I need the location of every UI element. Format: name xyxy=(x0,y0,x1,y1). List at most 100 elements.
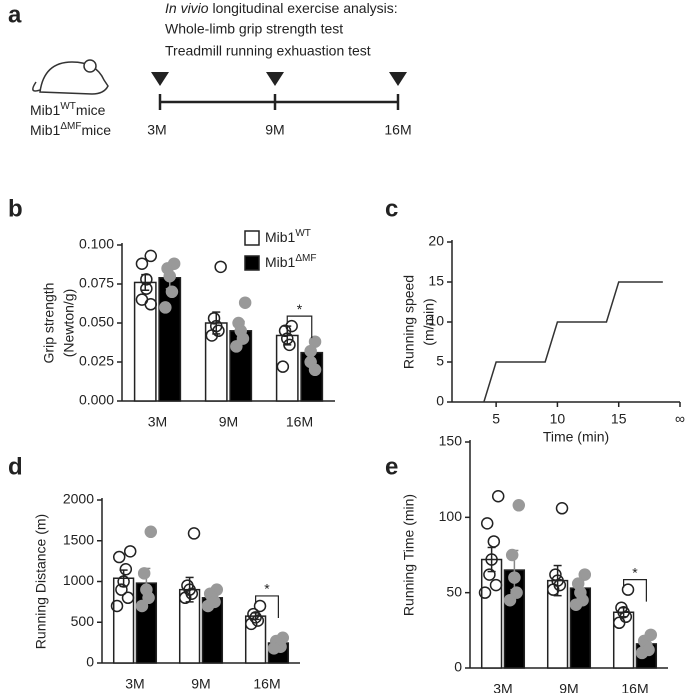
y-tick-label: 0 xyxy=(436,393,444,409)
group-base: Mib1 xyxy=(30,102,61,118)
group-label: Mib1ΔMFmice xyxy=(30,121,111,138)
data-point xyxy=(135,599,149,613)
data-point xyxy=(121,591,135,605)
y-tick-label: 20 xyxy=(428,233,444,249)
data-point xyxy=(165,285,179,299)
y-tick-label: 0 xyxy=(454,659,462,675)
data-point xyxy=(214,260,227,274)
panel-label: b xyxy=(8,195,23,222)
data-point xyxy=(505,548,519,562)
bar xyxy=(133,281,157,402)
data-point xyxy=(503,593,517,607)
y-tick-label: 5 xyxy=(436,353,444,369)
timepoint: 9M xyxy=(265,122,284,138)
timepoint: 3M xyxy=(147,122,166,138)
data-point xyxy=(115,583,128,596)
data-point xyxy=(185,587,199,600)
data-point xyxy=(278,324,292,338)
legend-label: Mib1ΔMF xyxy=(265,253,316,270)
data-point xyxy=(569,598,583,611)
legend-name: Mib1 xyxy=(265,229,296,245)
y-tick-label: 0.100 xyxy=(79,236,114,252)
data-point xyxy=(137,567,151,580)
significance-bracket xyxy=(286,315,313,339)
mouse-icon xyxy=(32,59,109,95)
data-point xyxy=(283,338,296,352)
legend-swatch xyxy=(244,255,260,271)
panel-label: e xyxy=(385,453,398,480)
y-tick-label: 0.000 xyxy=(79,392,114,408)
timeline xyxy=(158,94,400,110)
y-axis-label: Grip strength xyxy=(41,283,57,364)
data-point xyxy=(230,340,243,353)
data-point xyxy=(163,269,176,283)
data-point xyxy=(238,296,252,309)
data-point xyxy=(549,568,562,581)
legend-label: Mib1WT xyxy=(265,228,311,245)
data-point xyxy=(276,360,290,373)
data-point xyxy=(483,568,496,581)
data-point xyxy=(251,614,265,627)
x-tick-label: 9M xyxy=(219,414,238,430)
protocol-title: In vivio longitudinal exercise analysis: xyxy=(165,0,398,16)
data-point xyxy=(144,249,158,263)
x-tick-label: 16M xyxy=(286,414,313,430)
data-point xyxy=(123,545,137,558)
title-italic: In vivio xyxy=(165,0,209,16)
y-axis-label: Running speed xyxy=(401,275,417,369)
y-tick-label: 0.025 xyxy=(79,353,114,369)
data-point xyxy=(178,591,192,605)
y-tick-label: 0.075 xyxy=(79,275,114,291)
y-axis-label: (Newton/g) xyxy=(61,289,77,357)
data-point xyxy=(546,583,560,596)
data-point xyxy=(487,535,501,548)
y-axis-label: Running Time (min) xyxy=(401,494,417,616)
group-sup: WT xyxy=(60,101,76,112)
data-point xyxy=(512,499,526,512)
data-point xyxy=(621,583,635,596)
bar xyxy=(204,322,228,402)
x-tick-label: 16M xyxy=(253,676,280,692)
y-tick-label: 2000 xyxy=(63,491,94,507)
panel-label: c xyxy=(385,195,398,222)
group-sup: ΔMF xyxy=(60,121,81,132)
significance-star: * xyxy=(297,301,303,317)
data-point xyxy=(578,568,592,581)
y-tick-label: 500 xyxy=(71,613,95,629)
data-point xyxy=(612,616,626,630)
group-suffix: mice xyxy=(76,102,106,118)
speed-line xyxy=(483,281,663,403)
significance-bracket xyxy=(623,579,647,602)
test-name: Whole-limb grip strength test xyxy=(165,21,343,37)
group-label: Mib1WTmice xyxy=(30,101,106,118)
x-tick-label: 3M xyxy=(125,676,144,692)
data-point xyxy=(142,591,155,605)
data-point xyxy=(555,502,569,515)
data-point xyxy=(205,329,219,342)
data-point xyxy=(244,617,258,631)
data-point xyxy=(489,578,503,592)
y-tick-label: 10 xyxy=(428,313,444,329)
y-tick-label: 0 xyxy=(86,654,94,670)
data-point xyxy=(159,301,172,314)
group-base: Mib1 xyxy=(30,122,61,138)
y-axis-label: Running Distance (m) xyxy=(33,514,49,649)
data-point xyxy=(110,599,124,613)
test-name: Treadmill running exhuastion test xyxy=(165,43,371,59)
y-tick-label: 50 xyxy=(446,583,462,599)
data-point xyxy=(117,575,130,588)
data-point xyxy=(253,599,267,613)
data-point xyxy=(135,257,149,270)
data-point xyxy=(112,550,126,564)
data-point xyxy=(236,332,250,345)
x-tick-label: 3M xyxy=(493,681,512,693)
legend-name: Mib1 xyxy=(265,254,296,270)
y-tick-label: 0.050 xyxy=(79,314,114,330)
group-suffix: mice xyxy=(81,122,111,138)
y-tick-label: 100 xyxy=(439,508,463,524)
data-point xyxy=(249,611,262,624)
data-point xyxy=(140,282,153,295)
data-point xyxy=(480,517,494,530)
x-tick-label: 3M xyxy=(148,414,167,430)
y-axis-label: (m/min) xyxy=(421,298,437,345)
